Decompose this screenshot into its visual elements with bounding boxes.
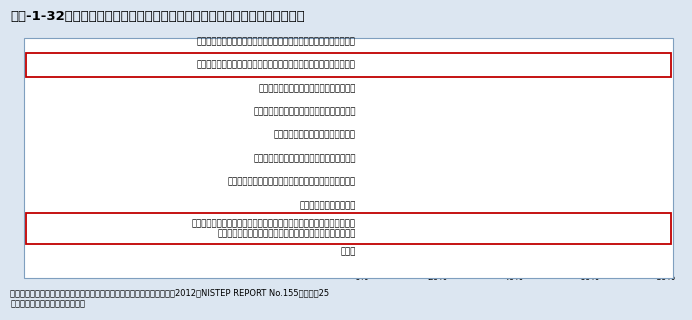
Text: その他: その他 (340, 248, 356, 257)
Bar (361, 224, 582, 237)
Text: 23.2%: 23.2% (452, 93, 479, 102)
Text: 企業の業績が不振だから: 企業の業績が不振だから (300, 201, 356, 210)
Text: 57.2%: 57.2% (581, 70, 608, 79)
Bar (361, 135, 442, 148)
Text: 8.8%: 8.8% (397, 248, 419, 257)
Text: 17.2%: 17.2% (429, 204, 456, 213)
Text: 特定分野の専門的知識は持つが、企業ではすぐには活用できないから: 特定分野の専門的知識は持つが、企業ではすぐには活用できないから (197, 60, 356, 69)
Text: 9.1%: 9.1% (398, 159, 419, 168)
Text: 12.6%: 12.6% (411, 115, 439, 124)
Bar (361, 157, 396, 171)
Text: 58.0%: 58.0% (584, 226, 611, 235)
Bar (361, 202, 427, 215)
Text: 第１-1-32図／民間企業が博士課程修了者を研究開発者として採用しない理由: 第１-1-32図／民間企業が博士課程修了者を研究開発者として採用しない理由 (10, 10, 305, 23)
Bar (361, 179, 518, 193)
Text: 11.7%: 11.7% (408, 48, 435, 57)
Text: 企業内外（大学院含む）での教育・訓練によって社内の研究者の能力を
高める方が、博士課程修了者を採用するよりも効果的だから: 企業内外（大学院含む）での教育・訓練によって社内の研究者の能力を 高める方が、博… (192, 219, 356, 239)
Text: 研究開発以外の点で有益でないから: 研究開発以外の点で有益でないから (274, 131, 356, 140)
Text: 研究開発に有益な特定分野に関する専門的な知識が不足しているから: 研究開発に有益な特定分野に関する専門的な知識が不足しているから (197, 37, 356, 46)
Bar (361, 68, 579, 82)
Bar (361, 46, 406, 60)
Text: 博士課程修了者の能力について知らないから: 博士課程修了者の能力について知らないから (253, 154, 356, 163)
Bar (361, 90, 450, 104)
Text: 企業の研究開発の規模が小さい、もしくは縮小するから: 企業の研究開発の規模が小さい、もしくは縮小するから (228, 178, 356, 187)
Text: 専門分野以外では研究を推進できないから: 専門分野以外では研究を推進できないから (259, 84, 356, 93)
Text: 41.1%: 41.1% (520, 182, 547, 191)
Bar (361, 113, 410, 126)
Text: 資料：科学技術・学術政策研究所「民間企業の研究活動に関する調査報告2012」NISTEP REPORT No.155　（平成25
　年９月）を基に文部科学省作成: 資料：科学技術・学術政策研究所「民間企業の研究活動に関する調査報告2012」NI… (10, 288, 329, 309)
Text: 21.2%: 21.2% (444, 137, 471, 146)
Text: 上記以外の点で研究開発に有益ではないから: 上記以外の点で研究開発に有益ではないから (253, 107, 356, 116)
Bar (361, 246, 395, 260)
